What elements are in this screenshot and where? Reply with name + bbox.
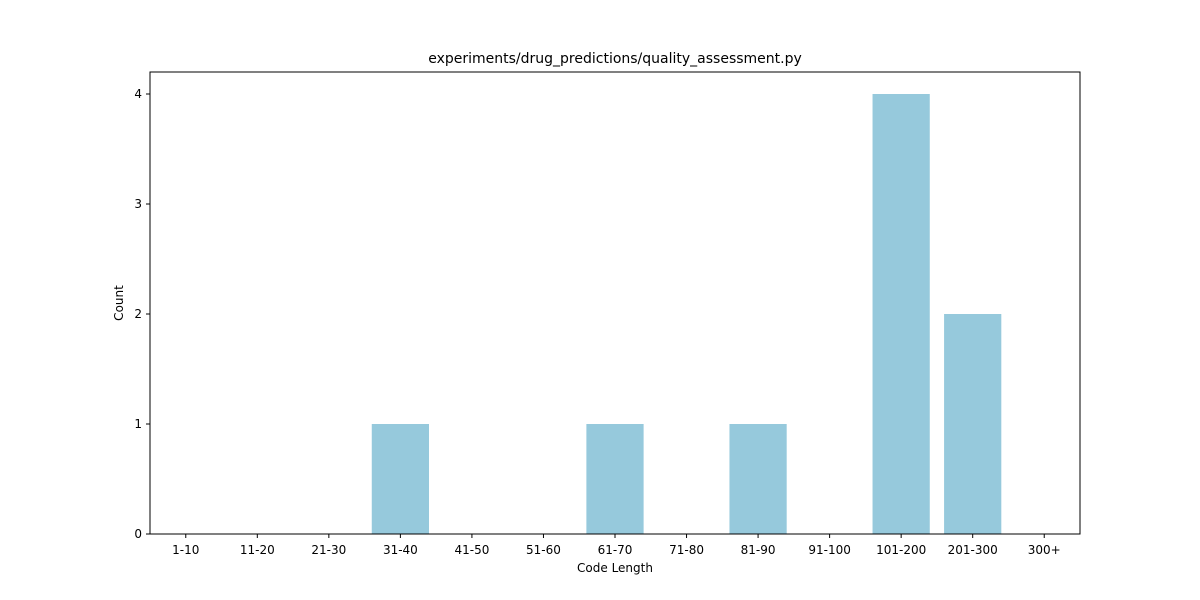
x-tick-label: 41-50 [454,543,489,557]
y-tick-label: 0 [134,527,142,541]
x-axis-label: Code Length [577,561,653,575]
y-tick-label: 2 [134,307,142,321]
x-tick-label: 81-90 [741,543,776,557]
x-tick-label: 201-300 [948,543,998,557]
bar-101-200 [872,94,930,534]
y-axis-label: Count [112,285,126,321]
x-tick-label: 300+ [1028,543,1061,557]
bar-61-70 [586,424,644,534]
x-tick-label: 71-80 [669,543,704,557]
bar-81-90 [729,424,787,534]
x-tick-label: 61-70 [598,543,633,557]
x-tick-label: 31-40 [383,543,418,557]
x-axis: 1-10 11-20 21-30 31-40 41-50 51-60 61-70 71-80 8… [172,534,1061,557]
chart-title: experiments/drug_predictions/quality_ass… [428,51,802,67]
bars-group [371,94,1002,534]
x-tick-label: 11-20 [240,543,275,557]
x-tick-label: 1-10 [172,543,199,557]
bar-31-40 [371,424,429,534]
y-tick-label: 1 [134,417,142,431]
x-tick-label: 101-200 [876,543,926,557]
y-tick-label: 4 [134,87,142,101]
bar-201-300 [944,314,1002,534]
x-tick-label: 91-100 [808,543,851,557]
y-axis: 0 1 2 3 4 [134,87,150,541]
y-tick-label: 3 [134,197,142,211]
x-tick-label: 21-30 [311,543,346,557]
x-tick-label: 51-60 [526,543,561,557]
